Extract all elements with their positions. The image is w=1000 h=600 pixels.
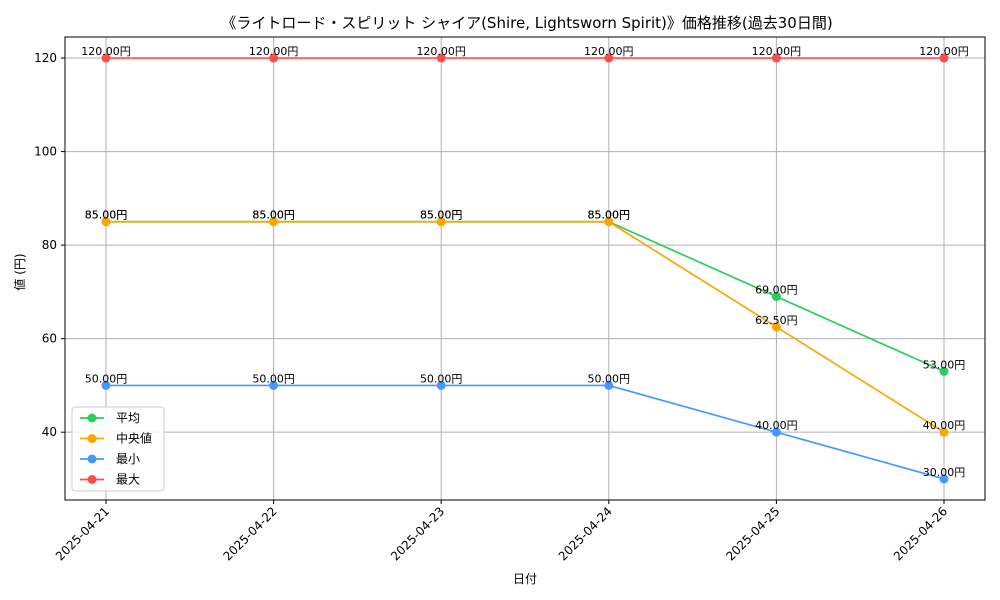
data-point xyxy=(269,380,279,390)
data-label: 85.00円 xyxy=(252,209,295,222)
data-label: 85.00円 xyxy=(420,209,463,222)
series-line xyxy=(106,220,945,433)
data-point xyxy=(939,53,949,63)
data-label: 120.00円 xyxy=(584,45,634,58)
data-point xyxy=(939,474,949,484)
data-point xyxy=(771,53,781,63)
legend-swatch-marker xyxy=(87,413,97,423)
data-label: 50.00円 xyxy=(588,372,631,385)
data-point xyxy=(771,427,781,437)
chart-title: 《ライトロード・スピリット シャイア(Shire, Lightsworn Spi… xyxy=(221,14,832,32)
y-tick-label: 40 xyxy=(42,425,57,439)
data-label: 120.00円 xyxy=(919,45,969,58)
data-point xyxy=(269,53,279,63)
data-point xyxy=(939,366,949,376)
data-point xyxy=(436,380,446,390)
data-point xyxy=(604,217,614,227)
data-point xyxy=(604,380,614,390)
legend-label: 中央値 xyxy=(116,431,152,446)
data-label: 85.00円 xyxy=(588,209,631,222)
x-axis-label: 日付 xyxy=(513,572,537,586)
data-label: 120.00円 xyxy=(81,45,131,58)
data-label: 69.00円 xyxy=(755,284,798,297)
y-axis-label: 値 (円) xyxy=(12,253,27,290)
data-point xyxy=(939,427,949,437)
data-point xyxy=(101,53,111,63)
data-point xyxy=(436,217,446,227)
y-tick-label: 80 xyxy=(42,238,57,252)
plot-frame xyxy=(64,36,986,501)
legend-label: 最大 xyxy=(116,473,140,487)
data-label: 120.00円 xyxy=(249,45,299,58)
data-labels: 85.00円 85.00円 85.00円 85.00円69.00円53.00円85.0… xyxy=(81,45,969,479)
data-point xyxy=(436,53,446,63)
data-point xyxy=(269,217,279,227)
data-label: 40.00円 xyxy=(923,419,966,432)
data-label: 53.00円 xyxy=(923,358,966,371)
legend-label: 平均 xyxy=(116,411,140,425)
legend-box xyxy=(71,406,165,492)
data-label: 85.00円 xyxy=(588,209,631,222)
data-label: 50.00円 xyxy=(85,372,128,385)
data-label: 85.00円 xyxy=(252,209,295,222)
data-label: 50.00円 xyxy=(252,372,295,385)
series xyxy=(101,53,949,484)
data-point xyxy=(101,380,111,390)
data-label: 120.00円 xyxy=(752,45,802,58)
data-label: 85.00円 xyxy=(85,209,128,222)
y-tick-label: 100 xyxy=(34,145,57,159)
data-label: 50.00円 xyxy=(420,372,463,385)
data-label: 40.00円 xyxy=(755,419,798,432)
legend-swatch-marker xyxy=(87,475,97,484)
y-tick-label: 120 xyxy=(34,51,57,65)
data-point xyxy=(604,53,614,63)
data-label: 85.00円 xyxy=(420,209,463,222)
data-label: 30.00円 xyxy=(923,466,966,479)
data-label: 120.00円 xyxy=(416,45,466,58)
legend-label: 最小 xyxy=(116,452,140,466)
series-line xyxy=(106,384,945,480)
y-tick-label: 60 xyxy=(42,332,57,346)
data-label: 85.00円 xyxy=(85,209,128,222)
data-point xyxy=(101,217,111,227)
legend-swatch-marker xyxy=(87,434,97,443)
legend-swatch-marker xyxy=(87,454,97,464)
data-point xyxy=(771,292,781,302)
data-label: 62.50円 xyxy=(755,314,798,327)
data-point xyxy=(771,322,781,332)
